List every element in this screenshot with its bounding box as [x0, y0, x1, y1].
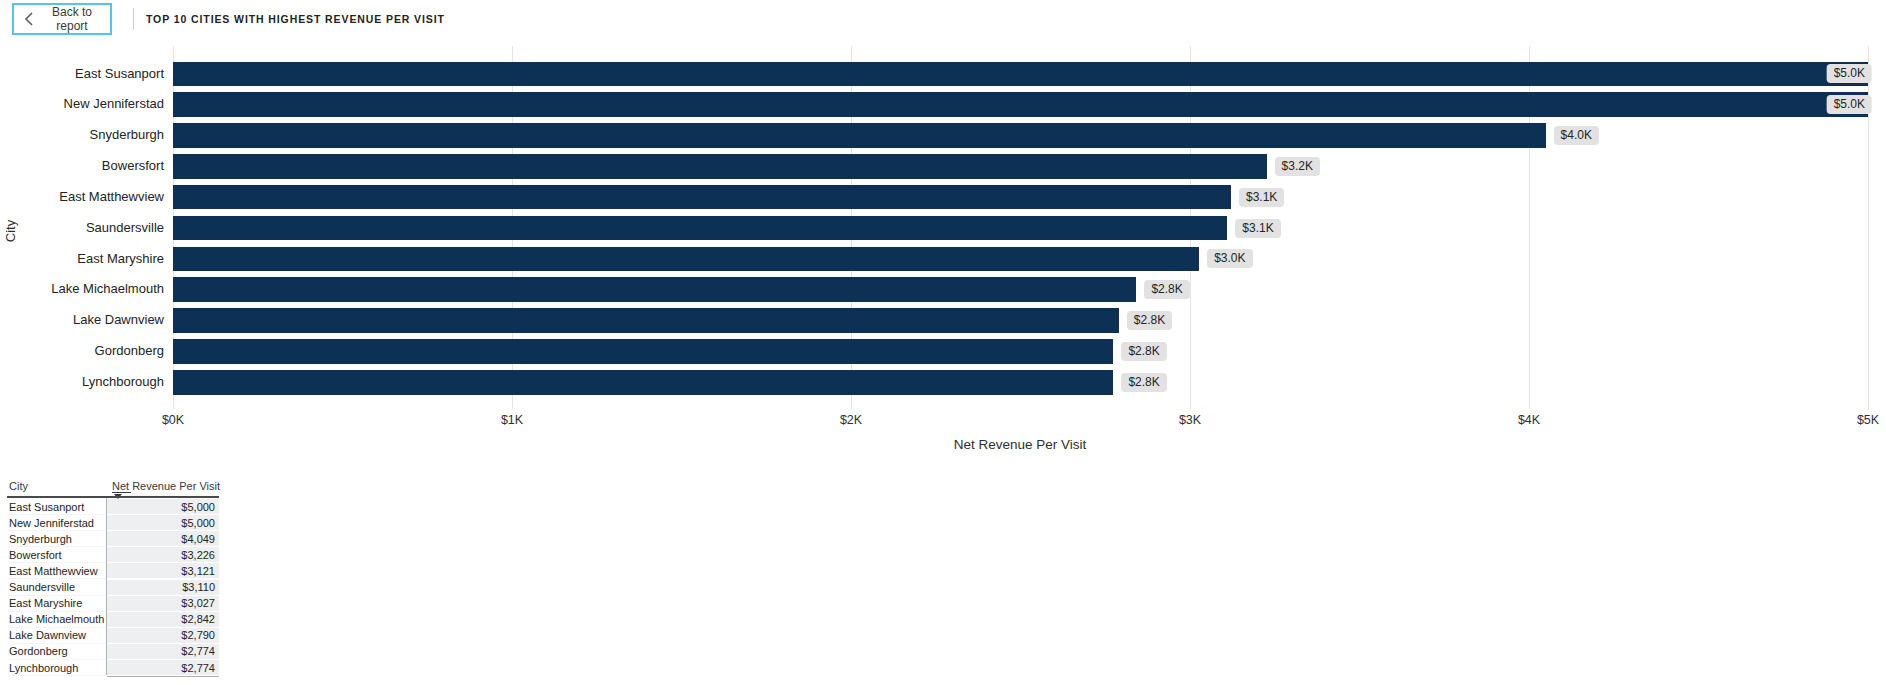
table-value-cell: $3,121: [107, 563, 219, 578]
table-value-cell: $2,774: [107, 660, 219, 675]
category-label: Gordonberg: [0, 339, 164, 364]
x-axis-title: Net Revenue Per Visit: [954, 437, 1087, 452]
bar-value-label: $4.0K: [1554, 126, 1599, 145]
table-bottom-border: [107, 676, 219, 677]
category-label: East Matthewview: [0, 185, 164, 210]
bar[interactable]: [173, 277, 1136, 302]
bar[interactable]: [173, 216, 1227, 241]
table-city-cell: Gordonberg: [7, 644, 106, 660]
table-value-cell: $2,842: [107, 612, 219, 627]
table-city-cell: East Matthewview: [7, 563, 106, 579]
table-city-cell: Saundersville: [7, 580, 106, 596]
x-tick-label: $2K: [840, 413, 862, 427]
bar[interactable]: [173, 92, 1868, 117]
category-label: Lake Michaelmouth: [0, 277, 164, 302]
table-value-cell: $4,049: [107, 531, 219, 546]
category-label: East Susanport: [0, 62, 164, 87]
category-label: Bowersfort: [0, 154, 164, 179]
bar-chart: City Net Revenue Per Visit $0K$1K$2K$3K$…: [0, 0, 1886, 460]
bar[interactable]: [173, 370, 1113, 395]
sort-underline: [112, 492, 131, 493]
bar[interactable]: [173, 339, 1113, 364]
bar-value-label: $3.1K: [1239, 188, 1284, 207]
bar-value-label: $2.8K: [1144, 280, 1189, 299]
category-label: Saundersville: [0, 216, 164, 241]
bar[interactable]: [173, 123, 1546, 148]
table-city-cell: Lake Dawnview: [7, 628, 106, 644]
category-label: Lake Dawnview: [0, 308, 164, 333]
x-tick-label: $3K: [1179, 413, 1201, 427]
drillthrough-page: Back to report TOP 10 CITIES WITH HIGHES…: [0, 0, 1886, 685]
bar[interactable]: [173, 185, 1231, 210]
x-tick-label: $1K: [501, 413, 523, 427]
x-tick-label: $4K: [1518, 413, 1540, 427]
bar-value-label: $2.8K: [1127, 311, 1172, 330]
bar-value-label: $5.0K: [1827, 64, 1872, 83]
category-label: New Jenniferstad: [0, 92, 164, 117]
bar[interactable]: [173, 154, 1267, 179]
bar-value-label: $3.1K: [1235, 219, 1280, 238]
table-value-cell: $2,774: [107, 644, 219, 659]
bar[interactable]: [173, 247, 1199, 272]
bar-value-label: $2.8K: [1121, 373, 1166, 392]
table-city-cell: Lynchborough: [7, 660, 106, 676]
bar-value-label: $3.2K: [1275, 157, 1320, 176]
table-value-cell: $3,027: [107, 596, 219, 611]
bar[interactable]: [173, 308, 1119, 333]
column-header-city[interactable]: City: [9, 480, 28, 492]
table-value-cell: $5,000: [107, 515, 219, 530]
table-value-cell: $5,000: [107, 499, 219, 514]
category-label: Snyderburgh: [0, 123, 164, 148]
table-city-cell: East Susanport: [7, 499, 106, 515]
data-table: City Net Revenue Per Visit East Susanpor…: [0, 470, 240, 685]
bar-value-label: $3.0K: [1207, 249, 1252, 268]
category-label: East Maryshire: [0, 247, 164, 272]
x-tick-label: $5K: [1857, 413, 1879, 427]
table-city-cell: New Jenniferstad: [7, 515, 106, 531]
table-value-cell: $2,790: [107, 628, 219, 643]
table-city-cell: Bowersfort: [7, 547, 106, 563]
bar-value-label: $5.0K: [1827, 95, 1872, 114]
table-header-rule: [7, 496, 219, 498]
bar-value-label: $2.8K: [1121, 342, 1166, 361]
table-value-cell: $3,226: [107, 547, 219, 562]
column-header-net-revenue[interactable]: Net Revenue Per Visit: [112, 480, 220, 492]
x-tick-label: $0K: [162, 413, 184, 427]
table-city-cell: East Maryshire: [7, 596, 106, 612]
category-label: Lynchborough: [0, 370, 164, 395]
table-city-cell: Lake Michaelmouth: [7, 612, 106, 628]
table-city-cell: Snyderburgh: [7, 531, 106, 547]
table-value-cell: $3,110: [107, 580, 219, 595]
bar[interactable]: [173, 62, 1868, 87]
table-column-divider: [106, 498, 107, 675]
